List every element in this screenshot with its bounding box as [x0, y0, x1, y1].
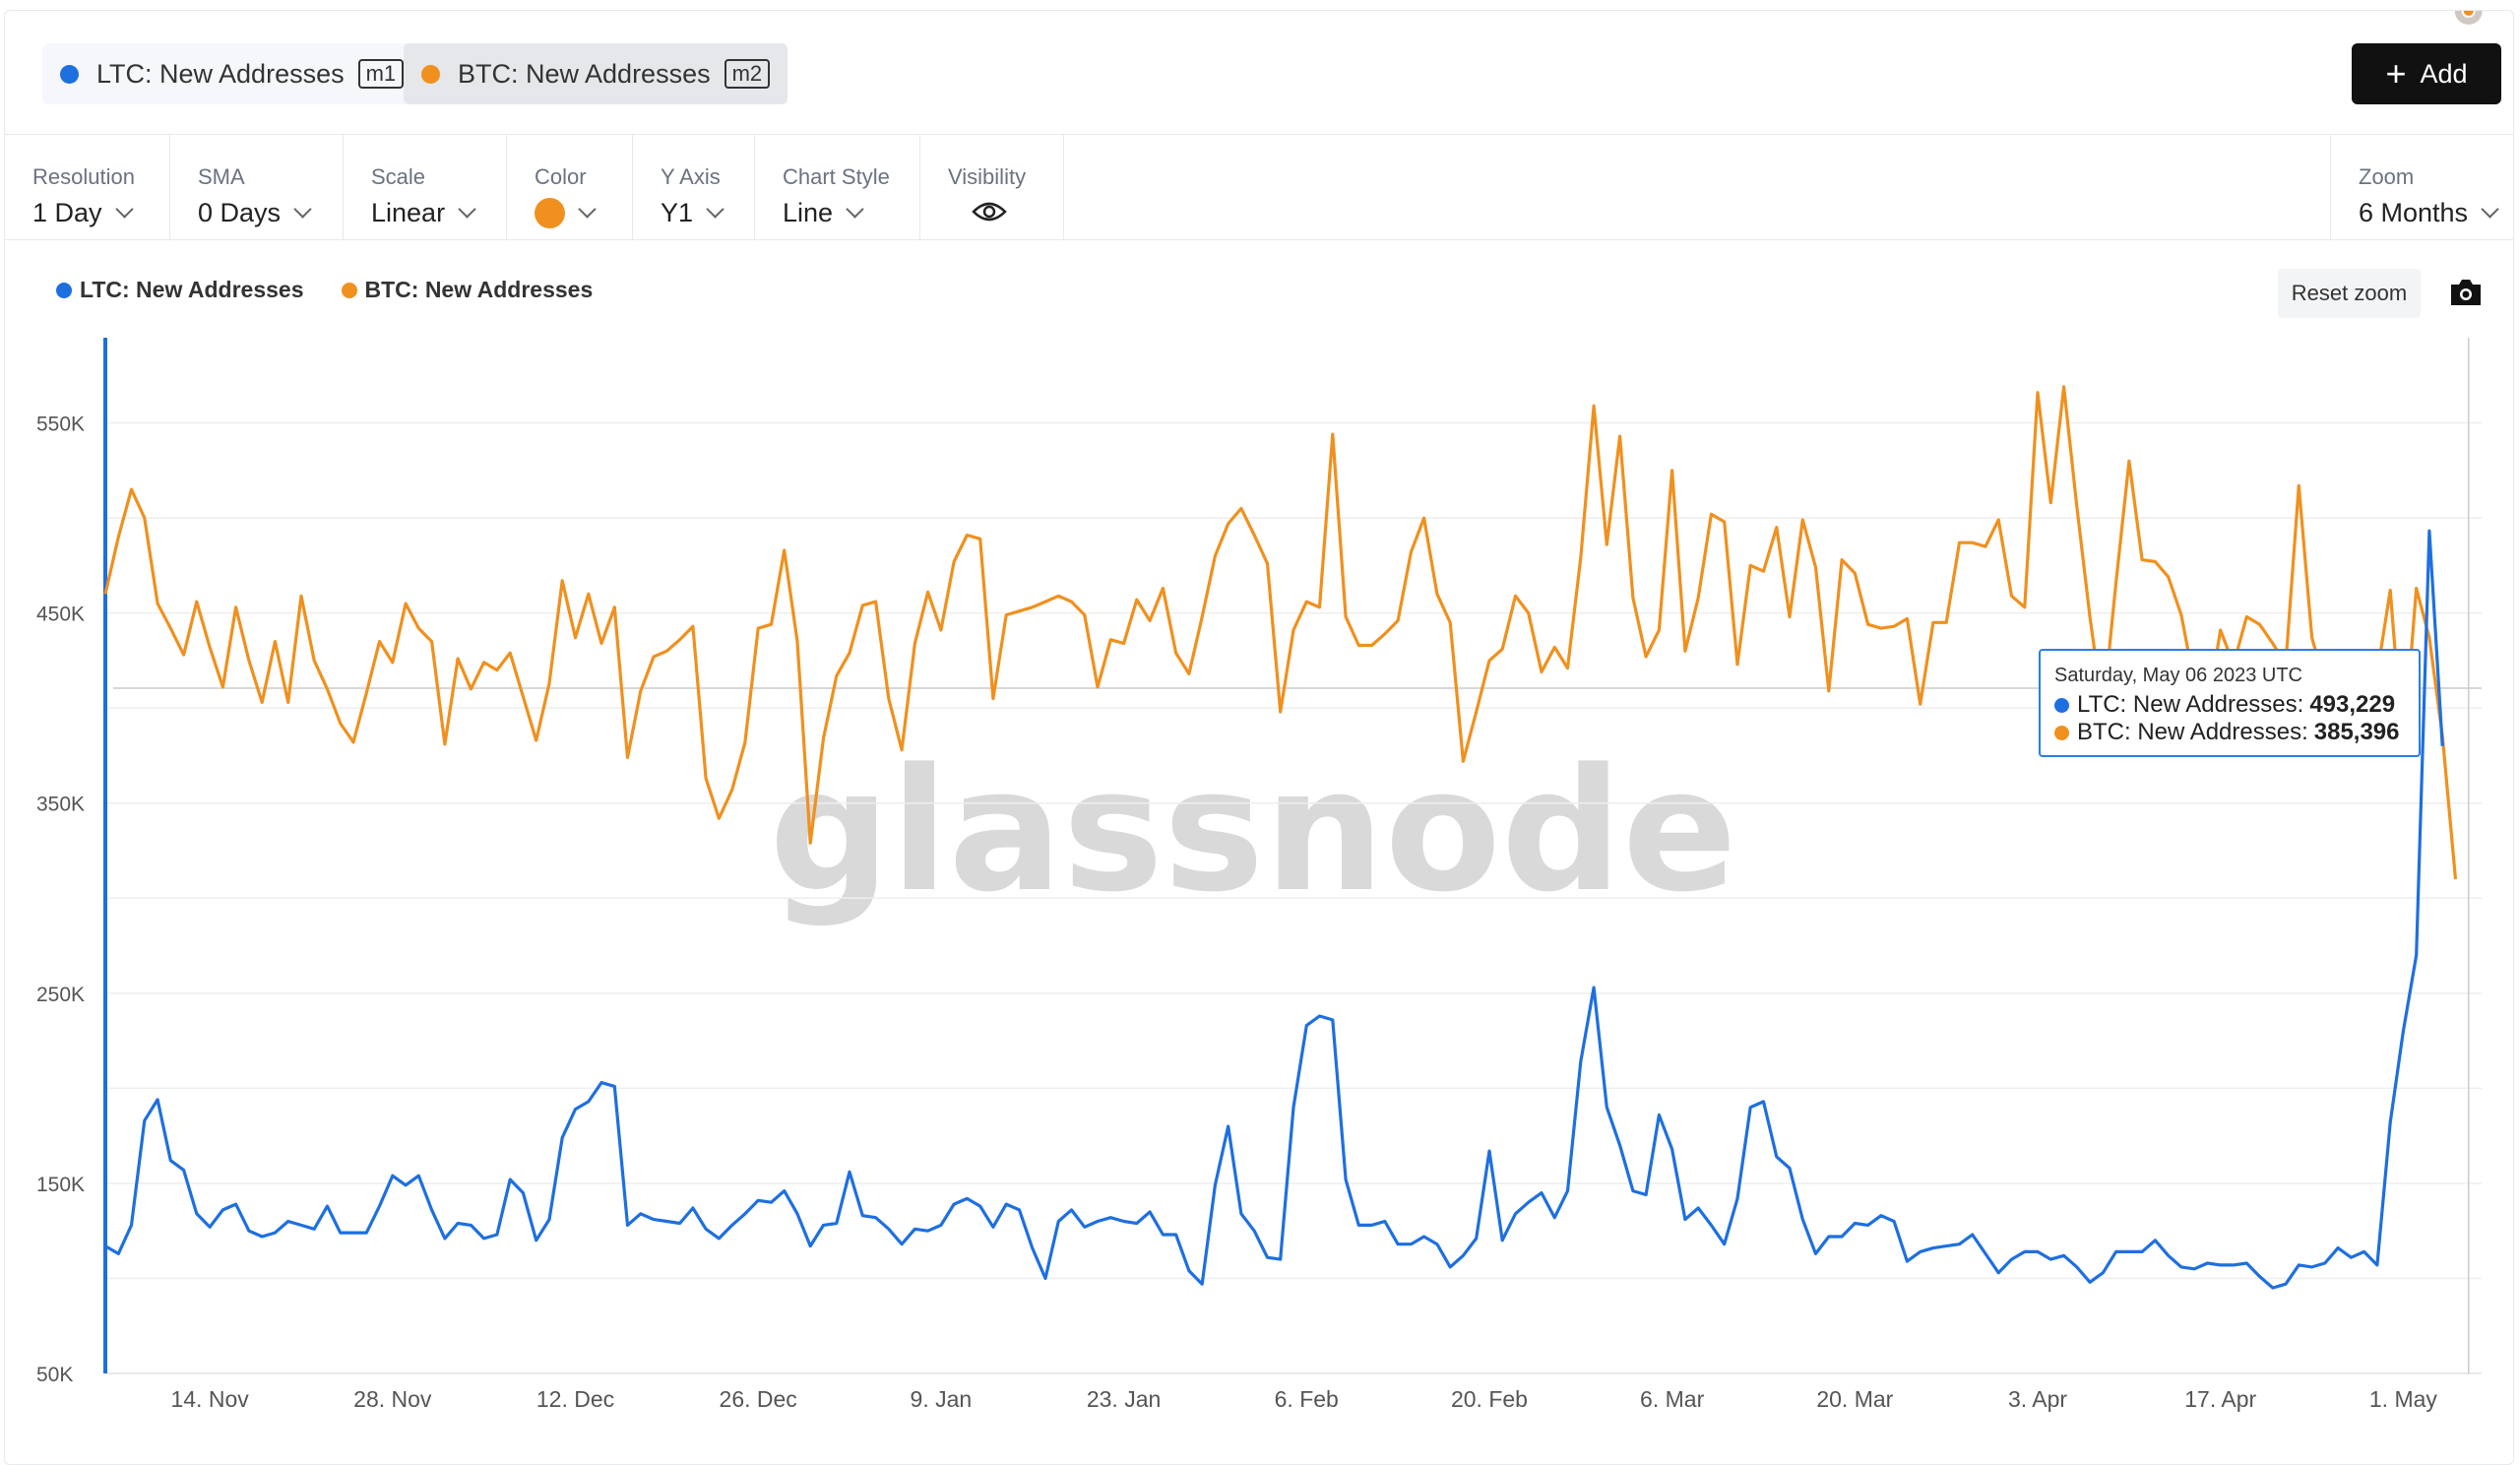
x-tick-label: 14. Nov — [170, 1386, 249, 1412]
y-tick-label: 450K — [36, 604, 85, 626]
tooltip-value: 385,396 — [2313, 719, 2400, 745]
y-axis-select[interactable]: Y Axis Y1 — [633, 135, 755, 239]
sma-select[interactable]: SMA 0 Days — [170, 135, 344, 239]
metric-tab-ltc[interactable]: LTC: New Addresses m1 — [42, 43, 422, 104]
y-tick-label: 350K — [36, 794, 85, 816]
series-line — [103, 385, 2458, 880]
legend-item-btc[interactable]: BTC: New Addresses — [341, 277, 594, 303]
metric-name: LTC: New Addresses — [96, 58, 345, 89]
tooltip-label: LTC: New Addresses: — [2077, 691, 2304, 718]
hover-marker — [2461, 11, 2476, 18]
setting-label: Visibility — [948, 164, 1027, 189]
legend-label: BTC: New Addresses — [364, 277, 594, 302]
x-tick-label: 6. Mar — [1640, 1386, 1705, 1412]
tooltip-value: 493,229 — [2309, 691, 2396, 718]
chart-panel: LTC: New Addresses m1 BTC: New Addresses… — [4, 10, 2514, 1465]
line-chart[interactable]: glassnode 50K 150K 250K 350K 450K 550K 14. Nov 2… — [5, 11, 2513, 1464]
x-tick-label: 23. Jan — [1087, 1386, 1161, 1412]
setting-value: Y1 — [661, 198, 694, 227]
setting-label: Resolution — [32, 164, 135, 189]
series-line — [104, 529, 2444, 1290]
chart-tooltip: Saturday, May 06 2023 UTC LTC: New Addre… — [2039, 649, 2421, 757]
reset-zoom-label: Reset zoom — [2291, 281, 2408, 305]
legend-dot — [56, 282, 72, 298]
setting-label: Y Axis — [661, 164, 721, 189]
x-tick-label: 12. Dec — [536, 1386, 614, 1412]
tooltip-row-ltc: LTC: New Addresses: 493,229 — [2054, 691, 2405, 719]
setting-label: Scale — [371, 164, 426, 189]
series-color-dot — [60, 64, 79, 84]
color-select[interactable]: Color — [507, 135, 633, 239]
zoom-select[interactable]: Zoom 6 Months — [2330, 135, 2513, 239]
y-tick-label: 550K — [36, 414, 85, 436]
tooltip-dot — [2054, 697, 2069, 713]
tooltip-date: Saturday, May 06 2023 UTC — [2054, 665, 2302, 686]
x-tick-label: 26. Dec — [720, 1386, 797, 1412]
metric-tag: m1 — [357, 59, 405, 89]
color-swatch — [535, 198, 565, 228]
x-tick-label: 20. Mar — [1816, 1386, 1893, 1412]
x-tick-label: 6. Feb — [1275, 1386, 1339, 1412]
setting-label: SMA — [198, 164, 245, 189]
metric-tag: m2 — [724, 59, 771, 89]
add-button-label: Add — [2420, 58, 2468, 89]
setting-value: 1 Day — [32, 198, 102, 227]
camera-icon[interactable] — [2448, 277, 2484, 308]
chart-legend: LTC: New Addresses BTC: New Addresses — [56, 277, 630, 303]
x-tick-label: 1. May — [2369, 1386, 2438, 1412]
tooltip-dot — [2054, 725, 2069, 740]
y-tick-label: 50K — [36, 1364, 73, 1386]
tooltip-row-btc: BTC: New Addresses: 385,396 — [2054, 719, 2405, 746]
x-tick-label: 20. Feb — [1451, 1386, 1528, 1412]
tooltip-label: BTC: New Addresses: — [2077, 719, 2308, 745]
x-tick-label: 17. Apr — [2184, 1386, 2256, 1412]
legend-dot — [341, 282, 357, 298]
x-tick-label: 9. Jan — [911, 1386, 973, 1412]
plus-icon: + — [2385, 53, 2407, 94]
metric-tab-btc[interactable]: BTC: New Addresses m2 — [404, 43, 788, 104]
visibility-toggle[interactable]: Visibility — [920, 135, 1064, 239]
setting-label: Chart Style — [783, 164, 890, 189]
y-tick-label: 250K — [36, 984, 85, 1006]
chart-style-select[interactable]: Chart Style Line — [755, 135, 920, 239]
metric-name: BTC: New Addresses — [458, 58, 711, 89]
add-button[interactable]: + Add — [2352, 43, 2501, 104]
y-tick-label: 150K — [36, 1174, 85, 1196]
setting-value: Linear — [371, 198, 446, 227]
x-tick-label: 3. Apr — [2008, 1386, 2067, 1412]
reset-zoom-button[interactable]: Reset zoom — [2278, 269, 2421, 318]
series-color-dot — [421, 64, 440, 84]
setting-value: Line — [783, 198, 834, 227]
resolution-select[interactable]: Resolution 1 Day — [5, 135, 170, 239]
x-tick-label: 28. Nov — [353, 1386, 432, 1412]
setting-value: 0 Days — [198, 198, 282, 227]
scale-select[interactable]: Scale Linear — [344, 135, 507, 239]
settings-bar: Resolution 1 Day SMA 0 Days Scale Linear… — [5, 135, 2513, 240]
legend-item-ltc[interactable]: LTC: New Addresses — [56, 277, 304, 303]
watermark-text: glassnode — [769, 732, 1736, 929]
eye-icon — [972, 202, 1007, 222]
setting-label: Color — [535, 164, 587, 189]
setting-label: Zoom — [2359, 164, 2415, 189]
metric-bar: LTC: New Addresses m1 BTC: New Addresses… — [5, 11, 2513, 135]
setting-value: 6 Months — [2359, 198, 2469, 227]
legend-label: LTC: New Addresses — [80, 277, 304, 302]
